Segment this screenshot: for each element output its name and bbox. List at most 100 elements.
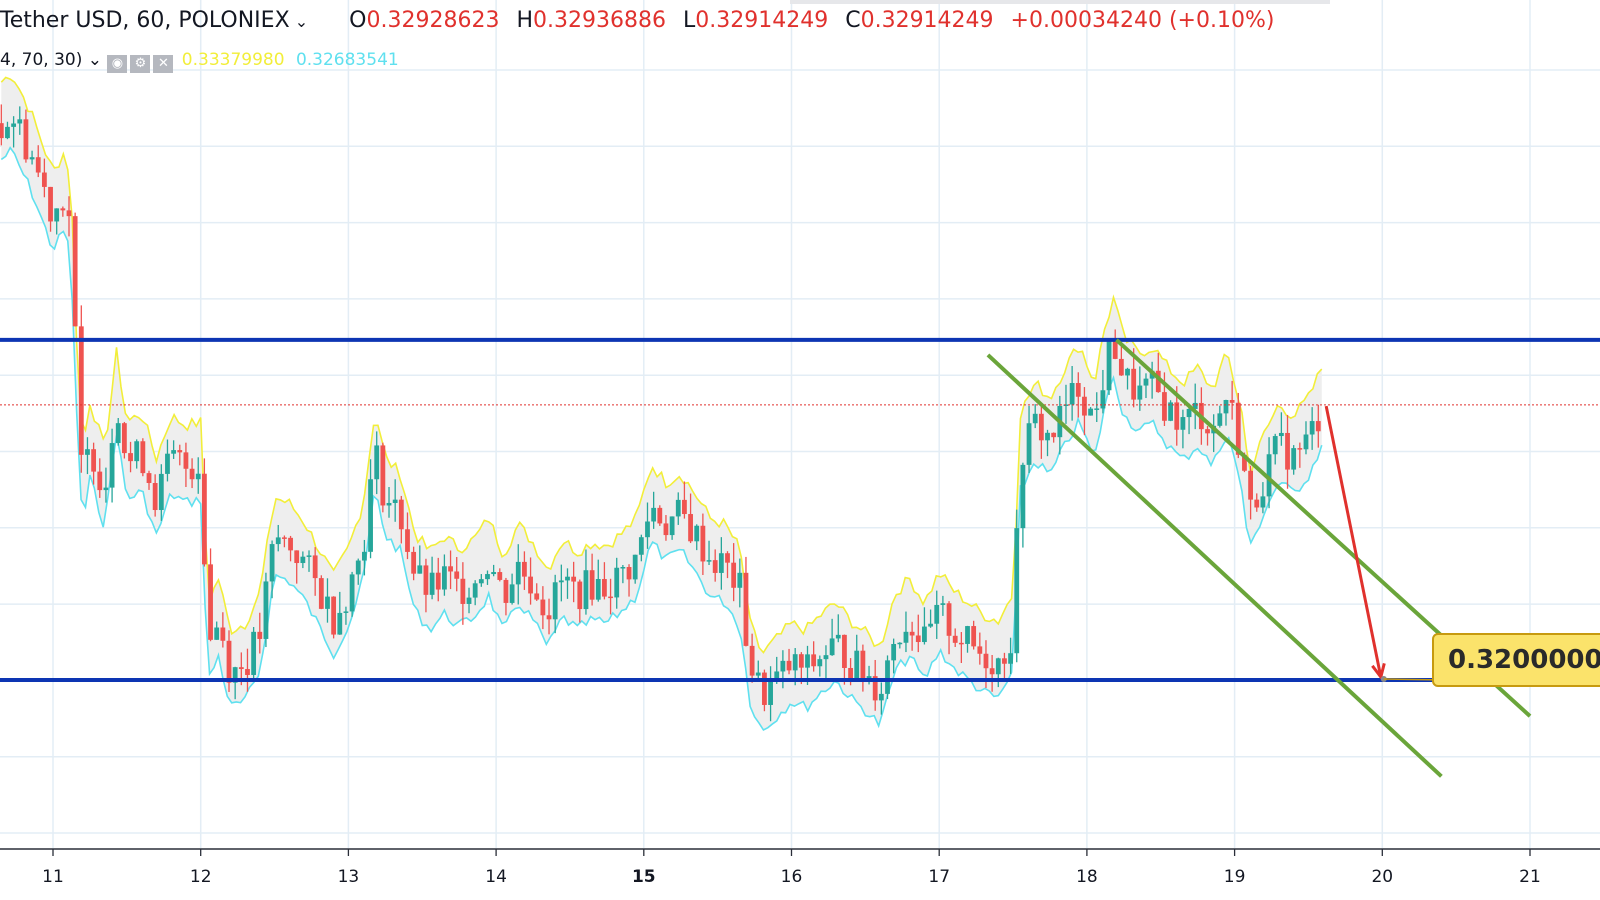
- candle-body: [454, 571, 460, 579]
- candle-body: [41, 172, 47, 187]
- candle-body: [294, 550, 300, 564]
- candle-body: [1155, 370, 1161, 393]
- x-tick-label: 19: [1224, 867, 1246, 887]
- candle-body: [1205, 429, 1210, 434]
- candle-body: [503, 579, 509, 603]
- candle-body: [1297, 448, 1303, 450]
- candle-body: [922, 626, 927, 643]
- candle-body: [768, 681, 773, 705]
- candle-body: [811, 654, 817, 667]
- candle-body: [398, 499, 404, 530]
- x-tick-label: 11: [42, 867, 64, 887]
- candle-body: [995, 658, 1001, 675]
- candle-body: [1278, 432, 1284, 437]
- candle-body: [318, 578, 324, 609]
- candle-body: [534, 593, 540, 600]
- candle-body: [121, 423, 127, 454]
- candle-body: [1180, 417, 1186, 430]
- candle-body: [546, 615, 552, 620]
- candle-body: [1125, 368, 1130, 376]
- candle-body: [362, 551, 367, 561]
- target-price-callout[interactable]: 0.32000000: [1432, 633, 1600, 687]
- candle-body: [306, 555, 312, 557]
- candle-body: [565, 576, 570, 581]
- candle-body: [201, 473, 207, 565]
- candle-body: [528, 576, 533, 594]
- candle-body: [177, 450, 183, 453]
- candle-body: [786, 660, 792, 671]
- symbol-header: Tether USD, 60, POLONIEX ⌄ O0.32928623 H…: [0, 8, 1274, 33]
- chart-grid: [0, 0, 1600, 848]
- band-fill: [1, 77, 1322, 730]
- candle-body: [595, 579, 601, 600]
- candle-body: [1217, 413, 1223, 426]
- candle-body: [171, 450, 177, 454]
- symbol-title[interactable]: Tether USD, 60, POLONIEX: [0, 8, 290, 33]
- indicator-params[interactable]: 4, 70, 30): [0, 50, 83, 70]
- candle-body: [792, 654, 798, 671]
- candle-body: [1223, 400, 1229, 414]
- candle-body: [854, 650, 860, 680]
- candle-body: [60, 208, 66, 211]
- candle-body: [522, 561, 527, 577]
- candle-body: [1143, 378, 1149, 386]
- candle-body: [1106, 340, 1112, 391]
- candle-body: [583, 570, 589, 610]
- candle-body: [300, 556, 306, 564]
- candle-body: [731, 562, 737, 588]
- candle-body: [1100, 390, 1106, 409]
- eye-icon[interactable]: ◉: [107, 55, 128, 73]
- candle-body: [491, 572, 497, 575]
- candle-body: [762, 672, 767, 705]
- candle-body: [183, 452, 189, 469]
- candle-body: [940, 603, 946, 605]
- candle-body: [872, 676, 878, 701]
- candle-body: [977, 646, 983, 654]
- chevron-down-icon[interactable]: ⌄: [289, 12, 309, 31]
- candle-body: [355, 560, 361, 575]
- candle-body: [694, 525, 700, 542]
- x-tick-label: 17: [928, 867, 950, 887]
- gear-icon[interactable]: ⚙: [130, 55, 151, 73]
- candle-body: [928, 623, 933, 627]
- candle-body: [755, 672, 761, 676]
- candle-body: [1242, 454, 1247, 471]
- ohlc-close: C0.32914249: [845, 8, 994, 33]
- x-tick-label: 14: [485, 867, 507, 887]
- candle-body: [54, 208, 60, 222]
- chevron-down-icon[interactable]: ⌄: [82, 50, 108, 70]
- projection-arrow: [1324, 405, 1446, 682]
- candle-body: [288, 537, 293, 551]
- candle-body: [251, 631, 257, 675]
- candle-body: [337, 612, 343, 635]
- candle-body: [17, 119, 23, 124]
- top-toolbar-edge: [790, 0, 1330, 4]
- candle-body: [817, 659, 823, 667]
- candle-body: [878, 693, 884, 701]
- candle-body: [115, 423, 121, 444]
- candle-body: [835, 634, 841, 639]
- candle-body: [626, 567, 632, 580]
- candle-body: [97, 471, 103, 491]
- candle-body: [675, 499, 681, 517]
- candle-body: [23, 119, 29, 160]
- close-icon[interactable]: ✕: [153, 55, 174, 73]
- candle-body: [885, 660, 890, 694]
- candle-body: [5, 126, 10, 139]
- ohlc-low: L0.32914249: [682, 8, 829, 33]
- candle-body: [405, 529, 410, 552]
- candle-body: [1168, 402, 1173, 421]
- horizontal-levels: [0, 337, 1600, 682]
- candle-body: [232, 667, 238, 683]
- candle-body: [245, 669, 250, 675]
- candle-body: [1309, 421, 1315, 435]
- x-tick-label: 13: [338, 867, 360, 887]
- candle-body: [682, 499, 687, 515]
- candle-body: [1002, 658, 1007, 664]
- candle-body: [411, 551, 417, 574]
- candle-body: [774, 671, 780, 682]
- candle-body: [946, 603, 952, 636]
- candle-body: [952, 635, 958, 643]
- candle-body: [1235, 402, 1241, 455]
